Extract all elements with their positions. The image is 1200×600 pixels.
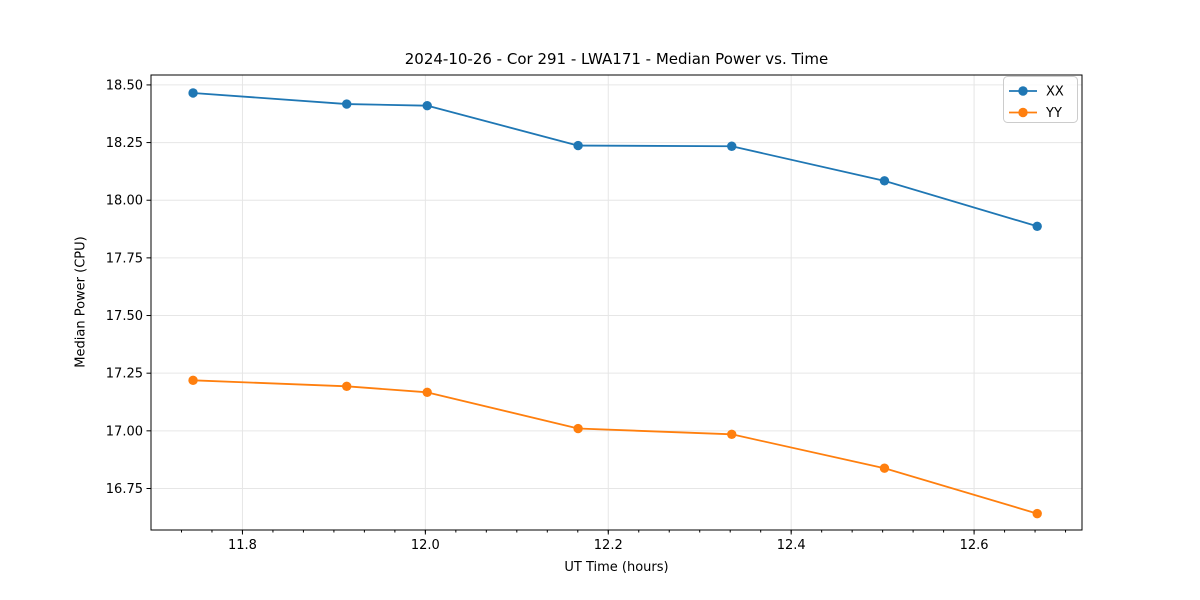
y-tick-label: 18.25 (106, 136, 143, 151)
x-tick-label: 12.2 (594, 538, 623, 553)
y-tick-label: 18.00 (106, 194, 143, 209)
data-point-marker (573, 423, 583, 434)
data-point-marker (188, 88, 198, 98)
data-point-marker (1032, 508, 1042, 519)
y-tick-label: 18.50 (106, 78, 143, 93)
x-axis-label: UT Time (hours) (564, 560, 669, 575)
legend-label: XX (1046, 85, 1064, 100)
y-axis-label: Median Power (CPU) (73, 236, 89, 368)
tick-labels: 11.8 12.0 12.2 12.4 12.6 16.75 17.00 17.25 17.50… (106, 78, 989, 553)
x-tick-label: 11.8 (228, 538, 257, 553)
y-tick-label: 16.75 (106, 482, 143, 497)
legend-box (1003, 76, 1078, 123)
data-point-marker (422, 387, 432, 398)
data-point-marker (727, 141, 737, 151)
x-tick-label: 12.6 (960, 538, 989, 553)
data-point-marker (1032, 221, 1042, 231)
legend-label: YY (1045, 106, 1062, 121)
data-point-marker (879, 463, 890, 473)
legend-marker-icon (1018, 86, 1028, 96)
grid-lines (151, 75, 1082, 530)
y-tick-label: 17.25 (106, 367, 143, 382)
y-tick-label: 17.50 (106, 309, 143, 324)
data-point-marker (727, 429, 737, 439)
legend: XX YY (1003, 76, 1078, 123)
data-point-marker (573, 140, 583, 151)
series-XX (188, 88, 1042, 231)
axis-ticks (146, 84, 1067, 535)
x-tick-label: 12.4 (777, 538, 806, 553)
data-point-marker (342, 381, 352, 392)
data-point-marker (342, 99, 352, 109)
x-tick-label: 12.0 (411, 538, 440, 553)
data-point-marker (188, 375, 198, 386)
legend-marker-icon (1018, 107, 1028, 118)
chart-title: 2024-10-26 - Cor 291 - LWA171 - Median P… (404, 50, 829, 68)
y-tick-label: 17.00 (106, 424, 143, 439)
series-YY (188, 375, 1042, 519)
plot-border (150, 74, 1083, 531)
data-point-marker (422, 100, 432, 111)
y-tick-label: 17.75 (106, 251, 143, 266)
data-point-marker (879, 176, 890, 186)
